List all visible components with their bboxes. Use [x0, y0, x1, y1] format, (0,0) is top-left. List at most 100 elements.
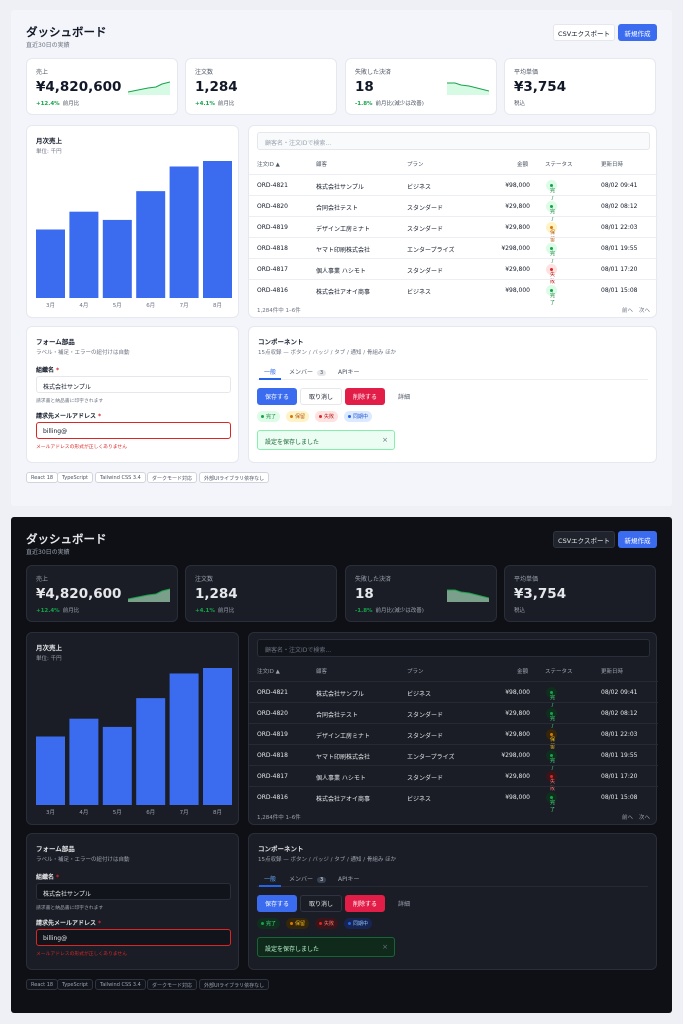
- toast-message: 設定を保存しました: [265, 439, 320, 446]
- customer-cell: 株式会社サンプル: [316, 184, 364, 191]
- table-row[interactable]: ORD-4818 ヤマト印刷株式会社 エンタープライズ ¥298,000 完了 08/01…: [249, 237, 658, 264]
- updated-cell: 08/01 17:20: [601, 773, 638, 780]
- success-toast: 設定を保存しました ×: [257, 937, 395, 957]
- stat-delta: 税込: [514, 608, 526, 614]
- table-row[interactable]: ORD-4821 株式会社サンプル ビジネス ¥98,000 完了 08/02 09:41: [249, 681, 658, 708]
- table-row[interactable]: ORD-4818 ヤマト印刷株式会社 エンタープライズ ¥298,000 完了 08/01…: [249, 744, 658, 771]
- table-row[interactable]: ORD-4819 デザイン工房ミナト スタンダード ¥29,800 保留 08/01 22…: [249, 216, 658, 243]
- order-id-cell: ORD-4821: [257, 182, 288, 189]
- search-input[interactable]: 顧客名・注文IDで検索...: [257, 132, 650, 150]
- company-input[interactable]: 株式会社サンプル: [36, 376, 231, 393]
- customer-cell: 株式会社アオイ商事: [316, 289, 371, 296]
- stat-delta: +12.4% 前月比: [36, 101, 80, 107]
- email-input[interactable]: billing@: [36, 422, 231, 439]
- x-tick-label: 7月: [180, 809, 189, 816]
- close-icon[interactable]: ×: [382, 943, 388, 951]
- toast-message: 設定を保存しました: [265, 946, 320, 953]
- column-header-order-id[interactable]: 注文ID ▲: [257, 162, 280, 168]
- email-input[interactable]: billing@: [36, 929, 231, 946]
- new-button[interactable]: 新規作成: [618, 24, 657, 41]
- stat-value: 18: [355, 79, 374, 95]
- customer-cell: デザイン工房ミナト: [316, 226, 371, 233]
- tab-members[interactable]: メンバー 3: [289, 367, 327, 376]
- order-id-cell: ORD-4820: [257, 203, 288, 210]
- order-id-cell: ORD-4818: [257, 245, 288, 252]
- table-row[interactable]: ORD-4819 デザイン工房ミナト スタンダード ¥29,800 保留 08/01 22…: [249, 723, 658, 750]
- x-tick-label: 4月: [79, 809, 88, 816]
- stat-value: 1,284: [195, 79, 238, 95]
- table-row[interactable]: ORD-4820 合同会社テスト スタンダード ¥29,800 完了 08/02 08:1…: [249, 702, 658, 729]
- stat-delta: +4.1% 前月比: [195, 101, 235, 107]
- amount-cell: ¥29,800: [505, 266, 530, 273]
- order-id-cell: ORD-4817: [257, 266, 288, 273]
- status-badge: 完了: [546, 285, 557, 306]
- tech-chip: ダークモード対応: [147, 472, 198, 483]
- form-section-subtitle: ラベル・補足・エラーの紐付けは自動: [36, 857, 130, 863]
- badge-pending: 保留: [286, 411, 310, 422]
- search-input[interactable]: 顧客名・注文IDで検索...: [257, 639, 650, 657]
- table-row[interactable]: ORD-4820 合同会社テスト スタンダード ¥29,800 完了 08/02 08:1…: [249, 195, 658, 222]
- detail-button[interactable]: 詳細: [397, 901, 410, 908]
- tech-chip: Tailwind CSS 3.4: [95, 979, 146, 990]
- order-id-cell: ORD-4818: [257, 752, 288, 759]
- close-icon[interactable]: ×: [382, 436, 388, 444]
- tab-general[interactable]: 一般: [264, 369, 277, 376]
- tech-chip: React 18: [26, 472, 59, 483]
- next-page-button[interactable]: 次へ: [639, 815, 651, 821]
- prev-page-button[interactable]: 前へ: [622, 815, 634, 821]
- tab-api-keys[interactable]: APIキー: [338, 876, 360, 883]
- tab-members[interactable]: メンバー 3: [289, 874, 327, 883]
- amount-cell: ¥98,000: [505, 794, 530, 801]
- amount-cell: ¥29,800: [505, 224, 530, 231]
- required-mark: *: [56, 367, 60, 374]
- form-section-title: フォーム部品: [36, 338, 75, 346]
- email-error-text: メールアドレスの形式が正しくありません: [36, 445, 127, 450]
- table-row[interactable]: ORD-4817 個人事業 ハシモト スタンダード ¥29,800 失敗 08/01 17…: [249, 765, 658, 792]
- status-badge: 失敗: [546, 771, 557, 792]
- stat-delta: -1.8% 前月比(減少は改善): [355, 608, 424, 614]
- save-button[interactable]: 保存する: [257, 895, 297, 912]
- csv-export-button[interactable]: CSVエクスポート: [553, 24, 615, 41]
- light-theme-panel: ダッシュボード 直近30日の実績 CSVエクスポート 新規作成 売上 ¥4,82…: [11, 10, 672, 506]
- updated-cell: 08/01 22:03: [601, 731, 638, 738]
- status-badge: 完了: [546, 750, 557, 771]
- next-page-button[interactable]: 次へ: [639, 308, 651, 314]
- customer-cell: 合同会社テスト: [316, 205, 359, 212]
- order-id-cell: ORD-4816: [257, 794, 288, 801]
- stat-label: 失敗した決済: [355, 69, 392, 76]
- table-row[interactable]: ORD-4817 個人事業 ハシモト スタンダード ¥29,800 失敗 08/01 17…: [249, 258, 658, 285]
- column-header-plan: プラン: [407, 162, 424, 168]
- delete-button[interactable]: 削除する: [345, 388, 385, 405]
- column-header-order-id[interactable]: 注文ID ▲: [257, 669, 280, 675]
- table-row[interactable]: ORD-4816 株式会社アオイ商事 ビジネス ¥98,000 完了 08/01 15:0…: [249, 786, 658, 813]
- sparkline-up: [128, 588, 170, 602]
- bar: [136, 698, 166, 805]
- cancel-button[interactable]: 取り消し: [300, 895, 342, 912]
- prev-page-button[interactable]: 前へ: [622, 308, 634, 314]
- cancel-button[interactable]: 取り消し: [300, 388, 342, 405]
- csv-export-button[interactable]: CSVエクスポート: [553, 531, 615, 548]
- save-button[interactable]: 保存する: [257, 388, 297, 405]
- customer-cell: デザイン工房ミナト: [316, 733, 371, 740]
- chart-title: 月次売上: [36, 137, 62, 145]
- table-row[interactable]: ORD-4816 株式会社アオイ商事 ビジネス ¥98,000 完了 08/01 15:0…: [249, 279, 658, 306]
- column-header-status: ステータス: [545, 162, 573, 168]
- tab-divider: [257, 379, 648, 380]
- bar: [69, 211, 99, 298]
- tab-api-keys[interactable]: APIキー: [338, 369, 360, 376]
- delete-button[interactable]: 削除する: [345, 895, 385, 912]
- status-badge: 完了: [546, 243, 557, 264]
- status-badge: 保留: [546, 729, 557, 750]
- components-card: コンポーネント 15点収録 — ボタン / バッジ / タブ / 通知 / 骨組…: [248, 833, 657, 970]
- tab-general[interactable]: 一般: [264, 876, 277, 883]
- new-button[interactable]: 新規作成: [618, 531, 657, 548]
- amount-cell: ¥98,000: [505, 182, 530, 189]
- updated-cell: 08/01 15:08: [601, 794, 638, 801]
- components-subtitle: 15点収録 — ボタン / バッジ / タブ / 通知 / 骨組み ほか: [258, 857, 397, 863]
- detail-button[interactable]: 詳細: [397, 394, 410, 401]
- company-input[interactable]: 株式会社サンプル: [36, 883, 231, 900]
- page-title: ダッシュボード: [26, 25, 107, 39]
- plan-cell: エンタープライズ: [407, 247, 455, 254]
- customer-cell: ヤマト印刷株式会社: [316, 754, 371, 761]
- table-row[interactable]: ORD-4821 株式会社サンプル ビジネス ¥98,000 完了 08/02 09:41: [249, 174, 658, 201]
